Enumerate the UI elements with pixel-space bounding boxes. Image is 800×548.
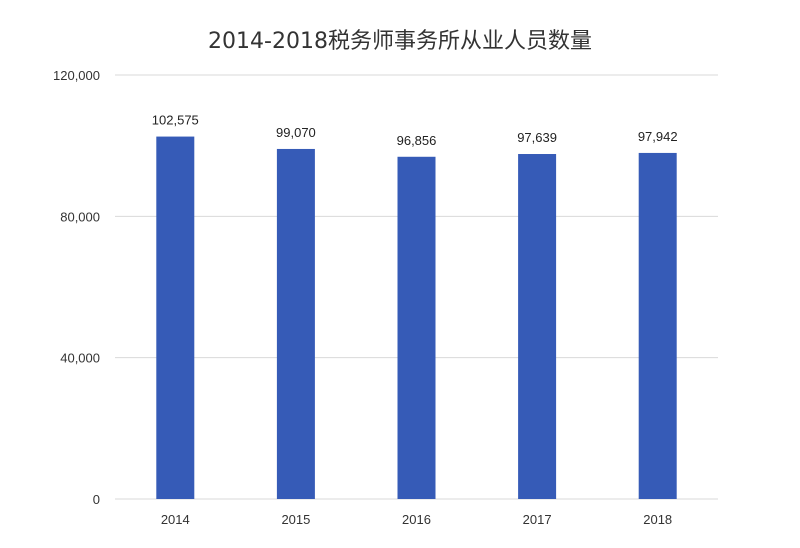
y-tick-label: 80,000 <box>60 209 100 224</box>
y-tick-label: 0 <box>93 492 100 507</box>
x-tick-label: 2015 <box>281 512 310 527</box>
y-tick-label: 40,000 <box>60 351 100 366</box>
data-label: 99,070 <box>276 125 316 140</box>
data-labels: 102,575 99,070 96,856 97,639 97,942 <box>152 113 678 148</box>
data-label: 102,575 <box>152 113 199 128</box>
bar <box>276 148 315 499</box>
bars <box>156 136 677 500</box>
x-axis-ticks: 2014 2015 2016 2017 2018 <box>161 512 672 527</box>
x-tick-label: 2014 <box>161 512 190 527</box>
x-tick-label: 2017 <box>523 512 552 527</box>
x-tick-label: 2016 <box>402 512 431 527</box>
data-label: 97,942 <box>638 129 678 144</box>
y-axis-ticks: 0 40,000 80,000 120,000 <box>53 68 100 507</box>
y-tick-label: 120,000 <box>53 68 100 83</box>
bar <box>397 156 436 500</box>
bar <box>156 136 195 499</box>
bar <box>638 152 677 499</box>
chart-title: 2014-2018税务师事务所从业人员数量 <box>208 29 592 54</box>
bar <box>518 154 557 500</box>
data-label: 96,856 <box>397 133 437 148</box>
x-tick-label: 2018 <box>643 512 672 527</box>
data-label: 97,639 <box>517 130 557 145</box>
